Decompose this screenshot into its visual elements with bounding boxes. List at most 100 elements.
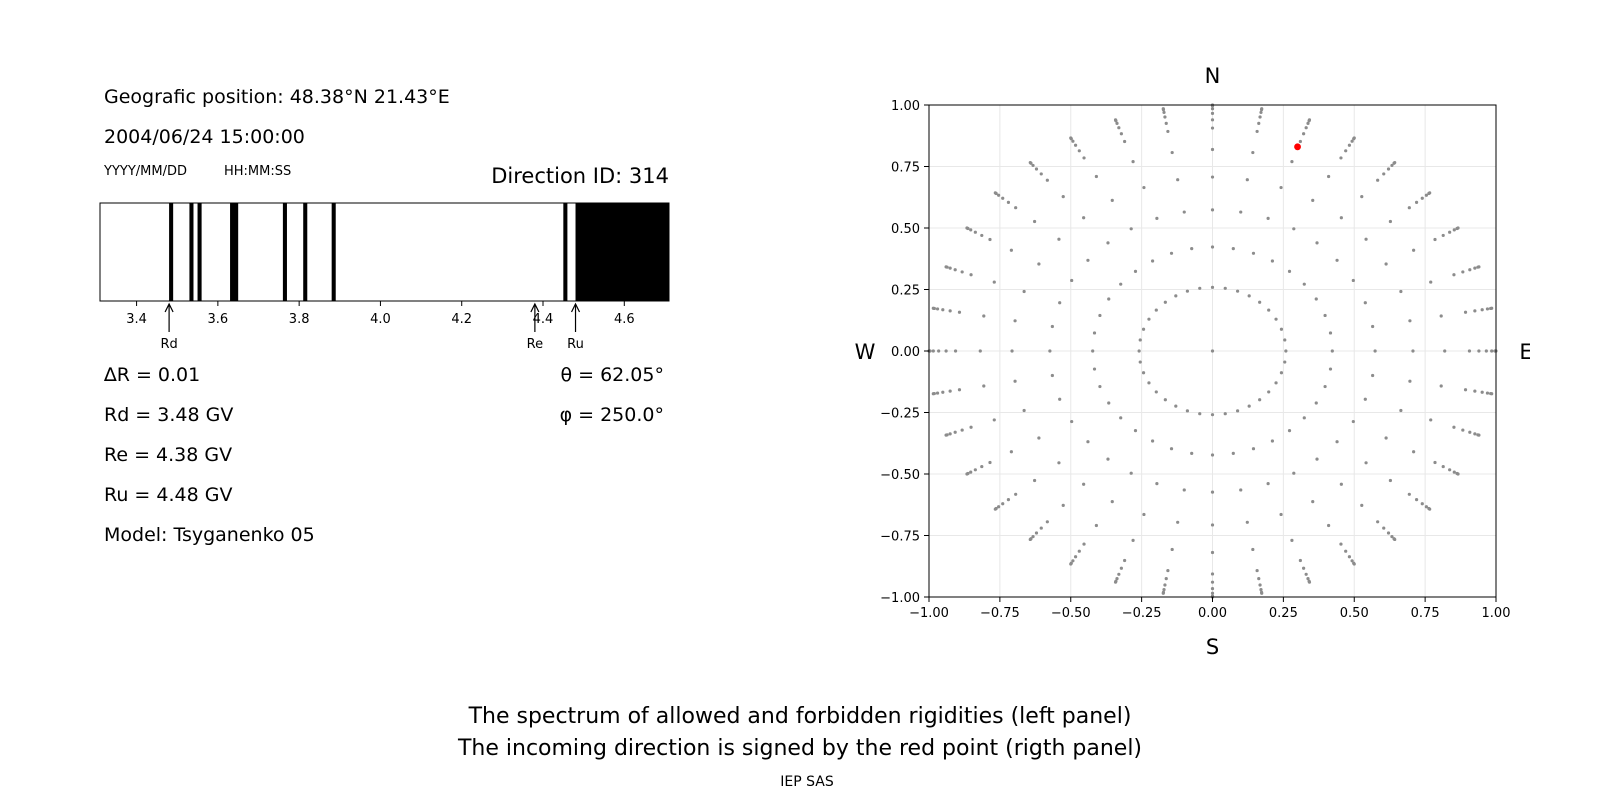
direction-point: [1270, 259, 1275, 263]
direction-point: [1170, 547, 1174, 552]
x-tick-label: −0.25: [1122, 606, 1162, 621]
direction-point: [1117, 126, 1121, 130]
direction-point: [1082, 216, 1086, 220]
y-tick-label: 0.00: [891, 345, 920, 360]
spectrum-tick-label: 3.8: [289, 312, 310, 327]
direction-point: [1314, 401, 1318, 405]
direction-point: [1033, 219, 1037, 224]
direction-point: [1251, 547, 1255, 552]
direction-point: [1477, 433, 1481, 437]
direction-point: [1480, 390, 1484, 394]
direction-point: [1141, 327, 1146, 331]
direction-point: [1307, 118, 1312, 122]
direction-point: [1266, 216, 1270, 221]
direction-point: [937, 349, 941, 353]
direction-point: [1290, 160, 1294, 164]
caption-line-1: The spectrum of allowed and forbidden ri…: [468, 704, 1132, 729]
direction-point: [944, 349, 948, 353]
direction-point: [1210, 118, 1215, 122]
direction-point: [1086, 258, 1090, 262]
direction-point: [1463, 388, 1468, 392]
direction-point: [957, 310, 962, 314]
direction-point: [1258, 398, 1262, 402]
direction-point: [1439, 384, 1443, 388]
direction-point: [1147, 381, 1151, 385]
direction-point: [1033, 478, 1037, 483]
direction-point: [1441, 464, 1445, 469]
direction-point: [1255, 568, 1259, 573]
direction-point: [1138, 338, 1142, 342]
direction-point: [973, 468, 977, 472]
direction-point: [1210, 111, 1215, 115]
direction-point: [988, 460, 992, 465]
direction-point: [1267, 308, 1271, 312]
direction-point: [1302, 282, 1306, 286]
direction-point: [1439, 314, 1443, 318]
direction-point: [1082, 542, 1086, 546]
direction-point: [1094, 523, 1098, 528]
direction-point: [1210, 147, 1215, 152]
direction-point: [1363, 397, 1367, 401]
direction-point: [1390, 534, 1394, 539]
direction-point: [1129, 471, 1133, 475]
direction-point: [1161, 107, 1165, 111]
direction-point: [1071, 139, 1075, 143]
direction-point: [1061, 195, 1065, 199]
direction-point: [1231, 247, 1235, 251]
direction-point: [1239, 488, 1243, 492]
spectrum-tick-label: 4.4: [533, 312, 554, 327]
direction-point: [1113, 118, 1118, 122]
direction-point: [1164, 577, 1168, 581]
direction-point: [1266, 481, 1270, 486]
forbidden-band: [331, 203, 336, 301]
direction-point: [1210, 587, 1215, 591]
direction-point: [1382, 526, 1386, 530]
direction-point: [1210, 349, 1215, 353]
direction-point: [1071, 559, 1075, 563]
direction-point: [1147, 317, 1151, 321]
date-format-label: YYYY/MM/DD: [104, 164, 187, 179]
direction-point: [1050, 373, 1054, 378]
direction-point: [969, 425, 973, 429]
direction-point: [1302, 416, 1306, 420]
direction-point: [1258, 115, 1262, 119]
x-tick-label: 0.75: [1411, 606, 1440, 621]
direction-point: [948, 389, 952, 393]
direction-point: [1327, 174, 1331, 179]
direction-point: [1339, 216, 1343, 220]
direction-point: [1384, 262, 1388, 266]
x-tick-label: 0.00: [1198, 606, 1227, 621]
direction-point: [1006, 497, 1011, 502]
direction-point: [1022, 289, 1026, 294]
direction-point: [1092, 331, 1097, 335]
direction-point: [1161, 591, 1165, 595]
direction-point: [982, 384, 986, 388]
direction-point: [1384, 436, 1388, 440]
direction-point: [1428, 507, 1432, 511]
direction-point: [1245, 520, 1249, 524]
direction-point: [1164, 121, 1168, 125]
y-tick-label: −0.50: [880, 468, 920, 483]
re-value: Re = 4.38 GV: [104, 444, 233, 466]
direction-point: [1150, 259, 1155, 263]
marker-arrowhead: [570, 302, 581, 313]
direction-point: [1428, 191, 1432, 195]
direction-point: [1477, 349, 1481, 353]
direction-point: [1473, 389, 1477, 393]
direction-point: [1166, 568, 1170, 573]
direction-point: [1057, 237, 1061, 241]
direction-point: [969, 228, 973, 232]
direction-point: [1231, 451, 1235, 455]
direction-point: [993, 507, 997, 511]
direction-point: [1223, 412, 1227, 416]
direction-point: [1390, 163, 1394, 168]
direction-point: [997, 193, 1001, 197]
direction-point: [1433, 460, 1437, 465]
direction-point: [997, 505, 1001, 509]
spectrum-tick-label: 3.6: [208, 312, 229, 327]
direction-point: [1456, 472, 1460, 476]
direction-point: [1408, 379, 1412, 383]
direction-point: [1420, 502, 1424, 506]
direction-point: [1315, 241, 1319, 245]
direction-point: [1162, 110, 1166, 115]
